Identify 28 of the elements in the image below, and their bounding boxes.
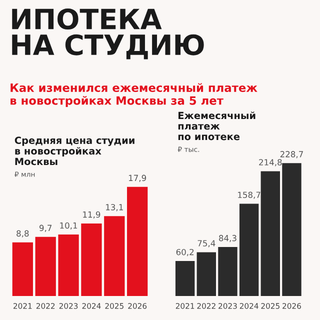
data-label: 8,8 [16,230,29,238]
bar [260,171,280,296]
bar [218,247,238,296]
data-label: 11,9 [83,211,100,219]
bar [196,252,216,296]
chart-title: Ежемесячный платеж по ипотеке [178,112,256,140]
bar [81,223,102,296]
data-label: 9,7 [40,224,52,232]
data-label: 10,1 [60,222,78,230]
text: ИПОТЕКА НА СТУДИЮ [12,8,204,60]
data-label: 13,1 [106,204,123,212]
data-label: 17,9 [128,174,146,182]
data-label: 60,2 [176,248,194,256]
bar [35,236,56,296]
data-label: 84,3 [219,234,236,242]
text: Как изменился ежемесячный платеж в новостройках Москвы за 5 лет [10,83,258,108]
bar [104,216,125,296]
bar [239,204,259,296]
data-label: 158,7 [238,192,260,199]
data-label: 228,7 [280,151,303,158]
bar [127,186,148,296]
data-label: 75,4 [198,240,216,248]
bar [12,242,33,296]
data-label: 214,8 [259,159,282,166]
chart-title: Средняя цена студии в новостройках Москвы [14,136,134,166]
bar [58,234,79,296]
bar [282,163,302,296]
bar [175,261,195,296]
